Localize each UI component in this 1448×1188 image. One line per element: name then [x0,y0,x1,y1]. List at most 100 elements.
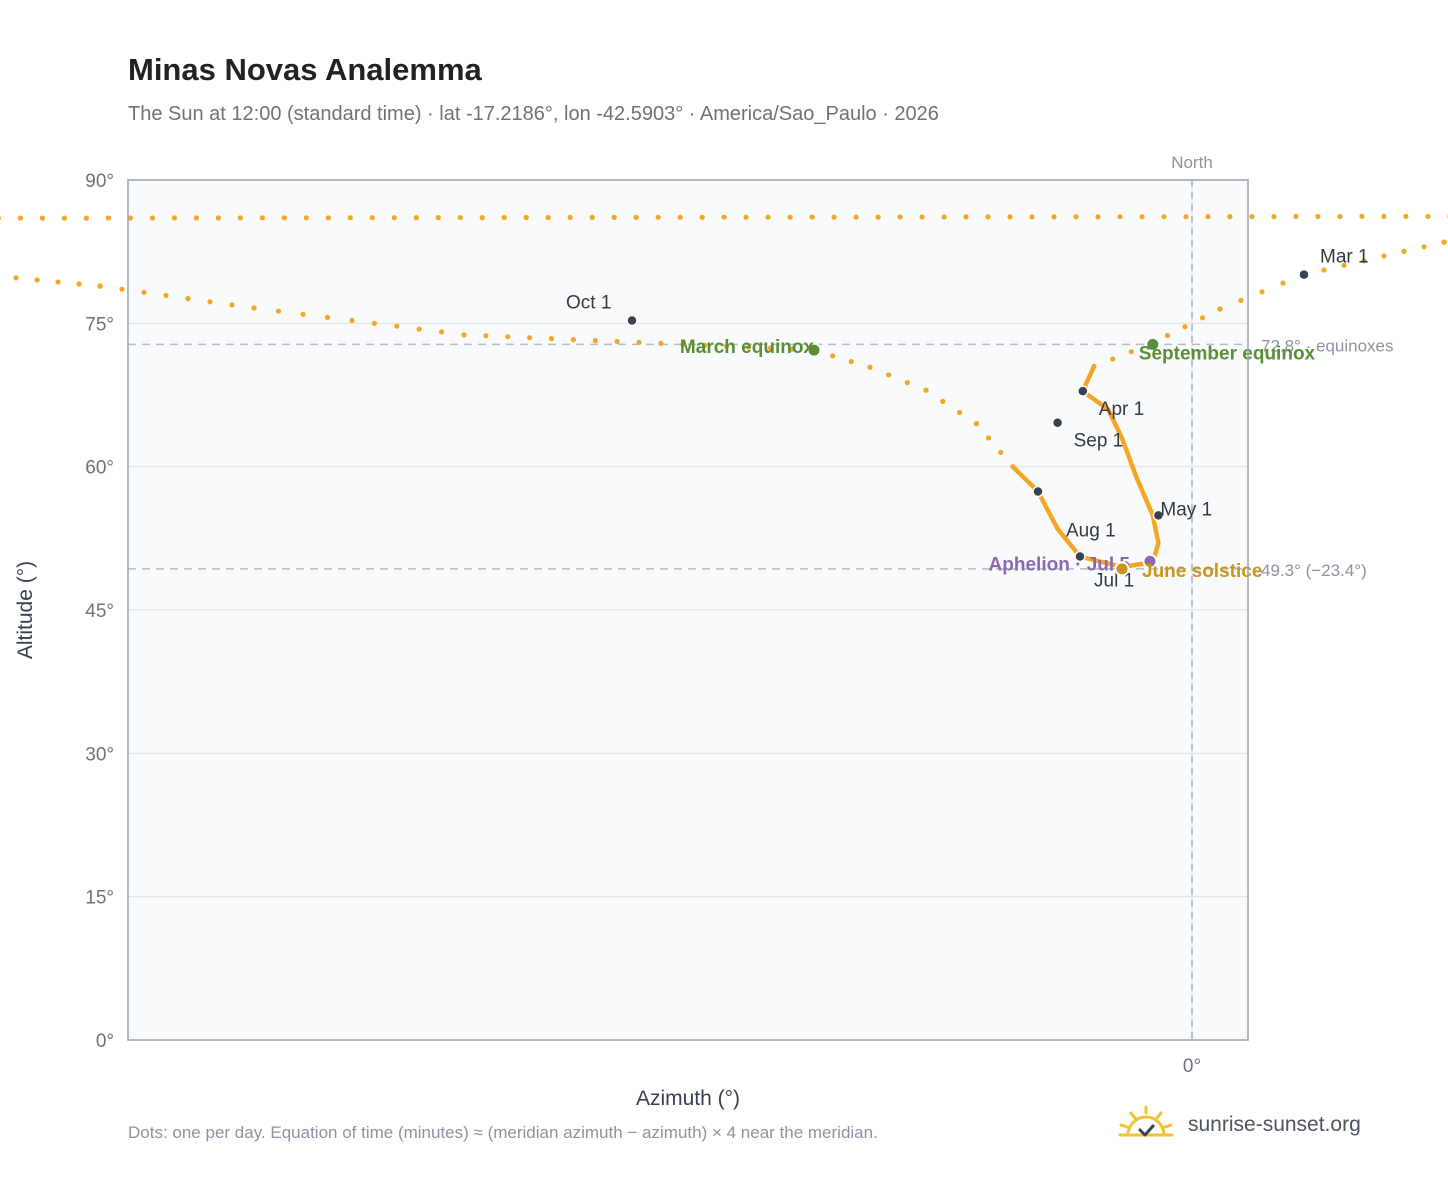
daily-dot [1110,356,1116,362]
month-marker-sep-1 [1051,416,1064,429]
month-label-apr-1: Apr 1 [1099,399,1144,420]
daily-dot [1361,258,1367,264]
reference-line-label: 49.3° (−23.4°) [1261,561,1367,580]
daily-dot [592,337,598,344]
daily-dot [1128,349,1134,355]
daily-dot [371,320,377,326]
daily-dot [1205,214,1211,220]
y-axis-label: Altitude (°) [14,561,37,659]
daily-dot [743,214,749,220]
daily-dot [39,215,46,221]
month-marker-apr-1 [1077,385,1089,397]
daily-dot [789,346,795,352]
daily-dot [76,281,82,287]
daily-dot [721,214,727,220]
daily-dot [347,215,353,221]
daily-dot [259,215,265,221]
daily-dot [1161,214,1167,220]
event-marker-aphelion-jul-5 [1142,553,1158,569]
daily-dot [34,277,40,283]
sun-logo-icon [1118,1105,1174,1137]
month-label-sep-1: Sep 1 [1074,431,1124,452]
daily-dot [1321,267,1327,273]
daily-dot [523,214,529,221]
daily-dot [281,215,287,221]
daily-dot [127,215,133,221]
daily-dot [461,332,467,338]
daily-dot [886,372,892,378]
daily-dot [1029,214,1035,220]
daily-dot [1259,289,1265,295]
daily-dot [904,380,910,386]
daily-dot [1421,244,1427,250]
y-tick-label: 30° [85,744,114,765]
daily-dot [570,337,577,343]
daily-dot [985,435,992,441]
daily-dot [1073,214,1079,220]
y-tick-label: 60° [85,458,114,479]
x-axis-label: Azimuth (°) [636,1087,740,1110]
daily-dot [505,334,511,340]
analemma-line [1010,364,1161,570]
daily-dot [439,329,445,335]
daily-dot [957,409,963,416]
chart-subtitle: The Sun at 12:00 (standard time) · lat -… [128,103,939,125]
daily-dot [848,359,854,365]
daily-dot [1095,214,1101,220]
month-label-mar-1: Mar 1 [1320,247,1369,268]
daily-dot [765,214,771,220]
reference-lines: North 72.8° · equinoxes 49.3° (−23.4°) [128,153,1394,1040]
axis-ticks: 0°15°30°45°60°75°90°180°240°300°0°60°120… [85,171,1201,1077]
daily-dot [636,339,642,345]
daily-dot [61,215,67,221]
daily-dot [483,333,489,339]
daily-dot [831,214,837,220]
daily-dot [1217,306,1223,312]
meridian-label: North [1171,153,1213,172]
daily-dot [413,215,419,221]
month-marker-jul-1 [1074,550,1086,563]
daily-dot [17,215,23,221]
daily-dot [897,214,903,220]
daily-dot [141,289,147,295]
daily-dot [1280,280,1286,286]
daily-dot [193,215,199,221]
daily-dot [589,214,595,220]
daily-dot [237,215,243,221]
y-tick-label: 75° [85,314,114,335]
daily-dot [1381,253,1387,259]
month-label-aug-1: Aug 1 [1066,521,1116,542]
daily-dot [567,214,573,220]
daily-dot [1249,214,1255,220]
daily-dot [527,335,533,341]
brand-logo[interactable]: sunrise-sunset.org [1118,1100,1361,1150]
y-tick-label: 90° [85,171,114,192]
daily-dot [119,286,125,292]
daily-dot [97,283,103,289]
daily-dot [1293,213,1299,220]
daily-dot [923,387,929,393]
daily-dot [501,214,507,221]
event-marker-march-equinox [806,342,822,358]
daily-dot [723,343,730,349]
daily-dot [633,214,639,220]
daily-dot [875,214,881,220]
daily-dot [479,215,485,221]
daily-dot [1425,213,1431,219]
daily-dot [163,292,169,299]
daily-dot [940,398,946,404]
daily-dot [83,215,89,221]
daily-dot [985,214,991,220]
daily-dot [973,421,980,427]
daily-dot [13,275,19,281]
daily-dot [1139,214,1145,220]
daily-dot [655,214,661,220]
daily-dot [545,214,551,221]
daily-dot [809,214,815,220]
x-tick-label: 0° [1183,1056,1201,1077]
event-label-june-solstice: June solstice [1142,561,1262,582]
daily-dot [1337,213,1343,220]
daily-dot [303,215,309,221]
